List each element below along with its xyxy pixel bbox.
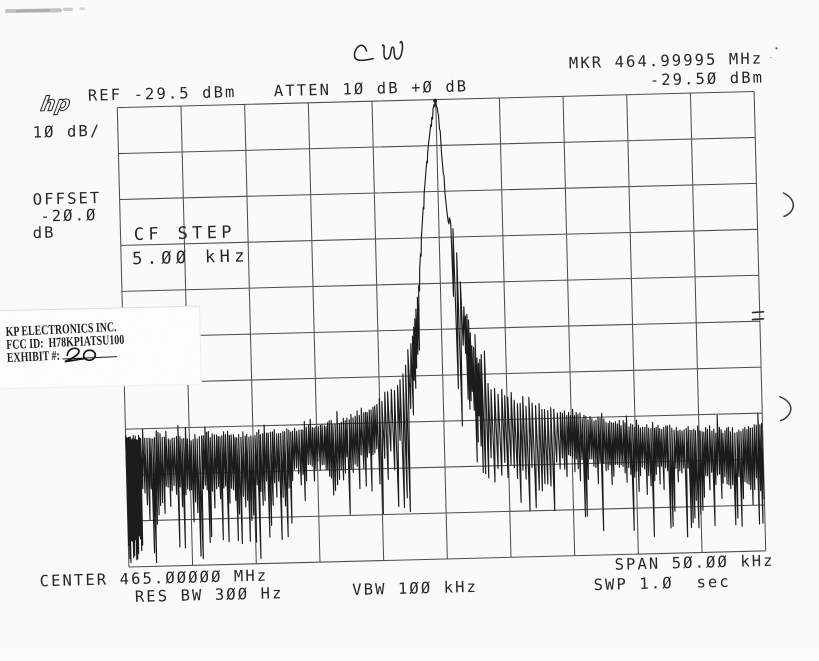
offset-value: -2Ø.Ø [40,206,98,225]
cf-step-label: CF STEP [134,222,237,245]
offset-unit: dB [33,224,56,243]
cf-step-value: 5.ØØ kHz [132,246,249,269]
exhibit-underline [61,345,117,360]
video-bw-label: VBW 1ØØ kHz [352,578,478,599]
marker-amplitude-readout: -29.5Ø dBm [650,68,765,89]
exhibit-sticker-text: KP ELECTRONICS INC. FCC ID: H78KPIATSU10… [5,319,125,365]
ref-level-label: REF -29.5 dBm [88,83,237,105]
scale-per-div-label: 1Ø dB/ [32,122,101,142]
exhibit-sticker: KP ELECTRONICS INC. FCC ID: H78KPIATSU10… [0,305,202,390]
sweep-time-label: SWP 1.Ø sec [593,573,731,594]
res-bw-label: RES BW 3ØØ Hz [135,584,284,606]
exhibit-label: EXHIBIT #: [6,347,61,365]
handwritten-cw-note [353,40,404,62]
hp-logo: hp [39,91,73,116]
attenuation-label: ATTEN 1Ø dB +Ø dB [274,77,469,100]
span-label: SPAN 5Ø.ØØ kHz [614,552,774,574]
